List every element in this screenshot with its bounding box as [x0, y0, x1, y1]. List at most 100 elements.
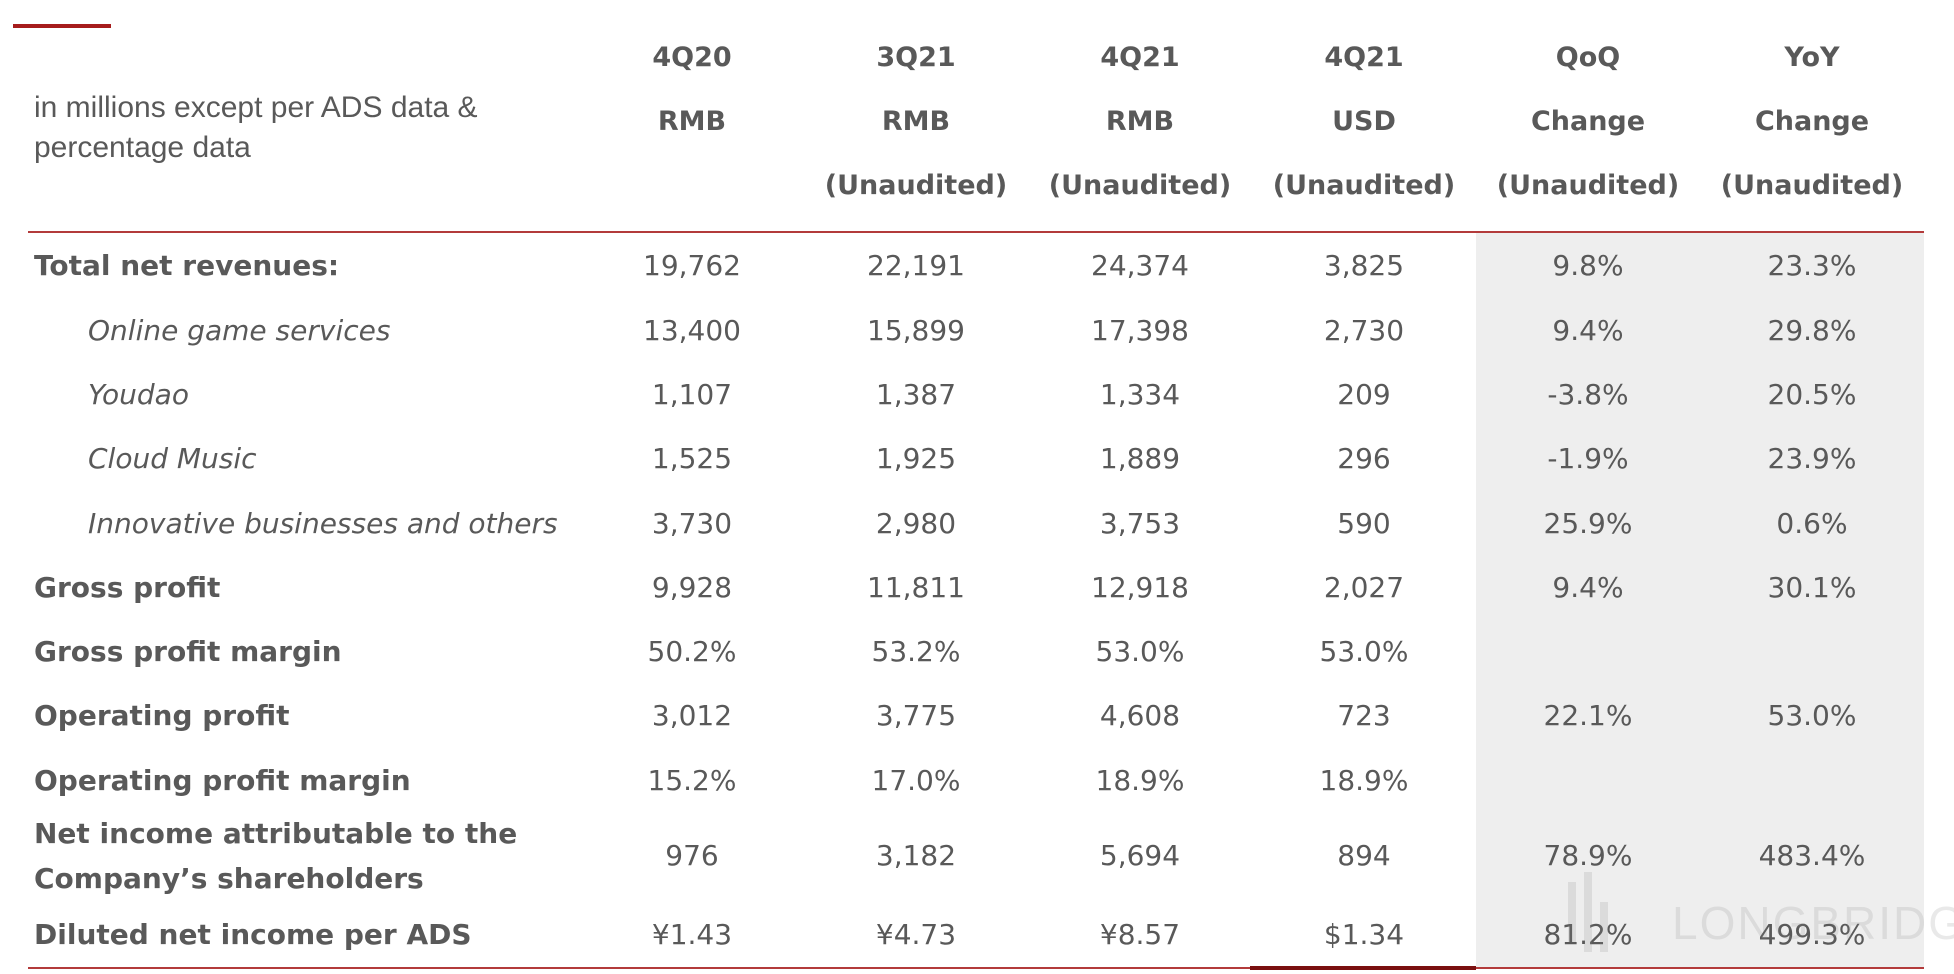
- header-line: QoQ: [1555, 42, 1621, 73]
- table-caption: in millions except per ADS data & percen…: [34, 91, 478, 164]
- cell: 2,027: [1323, 571, 1405, 604]
- header-line: Change: [1530, 106, 1646, 137]
- header-line: (Unaudited): [1048, 170, 1232, 201]
- cell: 976: [665, 839, 719, 872]
- cell: 3,825: [1323, 249, 1405, 282]
- cell: 1,107: [651, 378, 733, 411]
- cell: 53.2%: [871, 635, 961, 668]
- row-label: Gross profit: [34, 571, 221, 604]
- cell: 19,762: [643, 249, 741, 282]
- cell: 3,012: [651, 699, 733, 732]
- table-bottom-rule: [28, 967, 1924, 969]
- cell: ¥1.43: [651, 918, 733, 951]
- header-line: (Unaudited): [1496, 170, 1680, 201]
- cell: ¥4.73: [875, 918, 957, 951]
- cell: 296: [1337, 442, 1391, 475]
- cell: 0.6%: [1776, 507, 1848, 540]
- cell: 499.3%: [1758, 918, 1866, 951]
- cell: 81.2%: [1543, 918, 1633, 951]
- cell: 17,398: [1091, 314, 1189, 347]
- row-label-line1: Net income attributable to the: [34, 817, 518, 850]
- cell: -1.9%: [1547, 442, 1629, 475]
- row-label: Youdao: [88, 378, 189, 411]
- cell: 9.8%: [1552, 249, 1624, 282]
- cell: ¥8.57: [1099, 918, 1181, 951]
- cell: 3,730: [651, 507, 733, 540]
- cell: 78.9%: [1543, 839, 1633, 872]
- header-line: RMB: [657, 106, 727, 137]
- cell: 5,694: [1099, 839, 1181, 872]
- change-columns-shading: [1476, 233, 1924, 967]
- cell: 4,608: [1099, 699, 1181, 732]
- cell: 2,980: [875, 507, 957, 540]
- cell: 18.9%: [1319, 764, 1409, 797]
- cell: 53.0%: [1767, 699, 1857, 732]
- cell: 3,182: [875, 839, 957, 872]
- cell: 3,775: [875, 699, 957, 732]
- cell: 22.1%: [1543, 699, 1633, 732]
- cell: 29.8%: [1767, 314, 1857, 347]
- cell: 20.5%: [1767, 378, 1857, 411]
- cell: 3,753: [1099, 507, 1181, 540]
- cell: 22,191: [867, 249, 965, 282]
- row-label: Diluted net income per ADS: [34, 918, 472, 951]
- header-line: Change: [1754, 106, 1870, 137]
- column-header-qoq-change: QoQ Change (Unaudited): [1476, 36, 1700, 228]
- header-line: (Unaudited): [1720, 170, 1904, 201]
- column-header-yoy-change: YoY Change (Unaudited): [1700, 36, 1924, 228]
- bottom-accent-line: [1250, 966, 1476, 970]
- header-line: 4Q21: [1324, 42, 1404, 73]
- cell: 9.4%: [1552, 571, 1624, 604]
- cell: 24,374: [1091, 249, 1189, 282]
- header-line: USD: [1332, 106, 1396, 137]
- cell: 18.9%: [1095, 764, 1185, 797]
- header-line: (Unaudited): [1272, 170, 1456, 201]
- cell: 209: [1337, 378, 1391, 411]
- cell: 53.0%: [1095, 635, 1185, 668]
- cell: 2,730: [1323, 314, 1405, 347]
- cell: 53.0%: [1319, 635, 1409, 668]
- cell: 13,400: [643, 314, 741, 347]
- column-header-4q21-usd: 4Q21 USD (Unaudited): [1252, 36, 1476, 228]
- header-line: (Unaudited): [824, 170, 1008, 201]
- header-line: [580, 164, 804, 228]
- row-label: Innovative businesses and others: [88, 507, 558, 540]
- row-label: Operating profit: [34, 699, 290, 732]
- column-header-4q20-rmb: 4Q20 RMB: [580, 36, 804, 228]
- top-accent-line: [13, 24, 111, 28]
- header-line: YoY: [1784, 42, 1840, 73]
- cell: 25.9%: [1543, 507, 1633, 540]
- cell: -3.8%: [1547, 378, 1629, 411]
- cell: 1,925: [875, 442, 957, 475]
- column-header-4q21-rmb: 4Q21 RMB (Unaudited): [1028, 36, 1252, 228]
- header-line: 3Q21: [876, 42, 956, 73]
- cell: 12,918: [1091, 571, 1189, 604]
- cell: 9,928: [651, 571, 733, 604]
- cell: 723: [1337, 699, 1391, 732]
- cell: $1.34: [1323, 918, 1405, 951]
- column-header-3q21-rmb: 3Q21 RMB (Unaudited): [804, 36, 1028, 228]
- row-label-line2: Company’s shareholders: [34, 862, 424, 895]
- header-line: 4Q21: [1100, 42, 1180, 73]
- header-divider: [28, 231, 1924, 233]
- row-label: Online game services: [88, 314, 391, 347]
- cell: 23.3%: [1767, 249, 1857, 282]
- header-line: RMB: [881, 106, 951, 137]
- cell: 483.4%: [1758, 839, 1866, 872]
- header-line: RMB: [1105, 106, 1175, 137]
- row-label: Cloud Music: [88, 442, 257, 475]
- cell: 30.1%: [1767, 571, 1857, 604]
- cell: 1,334: [1099, 378, 1181, 411]
- cell: 590: [1337, 507, 1391, 540]
- cell: 894: [1337, 839, 1391, 872]
- cell: 50.2%: [647, 635, 737, 668]
- cell: 15.2%: [647, 764, 737, 797]
- row-label: Gross profit margin: [34, 635, 342, 668]
- cell: 15,899: [867, 314, 965, 347]
- cell: 1,889: [1099, 442, 1181, 475]
- cell: 11,811: [867, 571, 965, 604]
- row-label: Operating profit margin: [34, 764, 411, 797]
- row-label: Total net revenues:: [34, 249, 340, 282]
- cell: 1,525: [651, 442, 733, 475]
- header-line: 4Q20: [652, 42, 732, 73]
